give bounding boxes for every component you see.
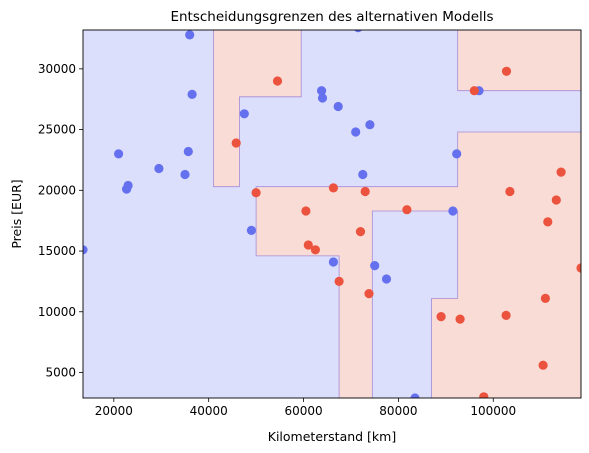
point-blue — [328, 257, 338, 267]
point-blue — [381, 274, 392, 284]
chart-title: Entscheidungsgrenzen des alternativen Mo… — [170, 9, 493, 25]
point-blue — [239, 109, 249, 119]
point-blue — [114, 149, 124, 159]
point-red — [303, 240, 313, 250]
x-tick-label: 60000 — [284, 404, 322, 418]
point-red — [334, 276, 344, 286]
y-tick-label: 15000 — [38, 244, 76, 258]
point-blue — [351, 127, 361, 137]
point-blue — [365, 120, 375, 130]
point-blue — [246, 225, 256, 235]
point-blue — [354, 30, 363, 33]
point-red — [538, 360, 548, 370]
point-blue — [154, 163, 164, 174]
point-red — [436, 312, 446, 322]
point-blue — [452, 149, 462, 159]
points-layer — [83, 30, 581, 398]
point-red — [455, 314, 465, 324]
point-blue — [358, 169, 368, 180]
point-red — [364, 289, 374, 299]
plot-area — [83, 30, 581, 398]
point-blue — [183, 146, 193, 157]
x-tick-label: 40000 — [190, 404, 228, 418]
point-red — [551, 195, 561, 205]
point-blue — [448, 206, 458, 216]
region-red-3 — [457, 30, 581, 92]
point-blue — [180, 169, 190, 180]
point-blue — [317, 86, 327, 96]
x-tick-label: 80000 — [379, 404, 417, 418]
region-red-1 — [212, 30, 302, 188]
y-tick-label: 25000 — [38, 123, 76, 137]
x-tick-label: 100000 — [470, 404, 516, 418]
region-red-layer — [212, 30, 581, 398]
point-red — [231, 138, 241, 148]
x-axis-ticks: 20000 40000 60000 80000 100000 — [95, 398, 516, 418]
point-blue — [185, 30, 195, 40]
point-blue — [83, 245, 88, 255]
point-red — [328, 183, 338, 193]
plot-frame — [82, 29, 582, 399]
point-blue — [333, 101, 343, 112]
y-tick-label: 10000 — [38, 305, 76, 319]
point-red — [501, 310, 511, 320]
y-axis-label: Preis [EUR] — [9, 179, 24, 248]
point-red — [543, 217, 553, 227]
point-red — [505, 186, 515, 197]
region-red-2 — [255, 131, 581, 398]
y-tick-label: 20000 — [38, 183, 76, 197]
point-blue — [410, 393, 420, 398]
point-red — [310, 245, 320, 255]
y-axis-ticks: 5000 10000 15000 20000 25000 30000 — [38, 62, 83, 379]
point-blue — [123, 180, 133, 191]
y-tick-label: 30000 — [38, 62, 76, 76]
x-tick-label: 20000 — [95, 404, 133, 418]
point-red — [301, 206, 311, 216]
point-red — [469, 86, 479, 96]
y-tick-label: 5000 — [45, 365, 76, 379]
point-red — [501, 66, 512, 76]
point-blue — [187, 89, 197, 99]
point-red — [540, 293, 551, 303]
point-red — [556, 167, 566, 177]
point-red — [355, 227, 366, 237]
point-red — [479, 392, 489, 398]
point-red — [576, 263, 581, 273]
x-axis-label: Kilometerstand [km] — [268, 429, 396, 444]
point-blue — [317, 93, 328, 103]
point-red — [272, 76, 283, 86]
point-red — [251, 188, 261, 198]
point-red — [360, 186, 370, 197]
point-blue — [370, 261, 380, 271]
point-red — [402, 205, 412, 215]
